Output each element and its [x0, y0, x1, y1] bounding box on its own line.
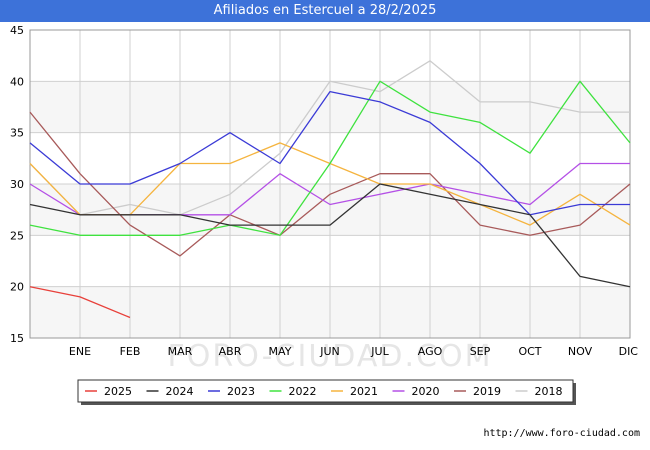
watermark: FORO-CIUDAD.COM — [168, 339, 493, 374]
legend-label-2022: 2022 — [289, 385, 317, 398]
x-tick-label: FEB — [120, 345, 141, 358]
x-tick-label: DIC — [619, 345, 639, 358]
legend-label-2019: 2019 — [473, 385, 501, 398]
x-tick-label: AGO — [418, 345, 443, 358]
y-tick-label: 35 — [10, 127, 24, 140]
legend-label-2025: 2025 — [104, 385, 132, 398]
legend-label-2018: 2018 — [535, 385, 563, 398]
series-line-2025 — [29, 286, 131, 319]
y-tick-label: 25 — [10, 229, 24, 242]
series-line-2024 — [29, 183, 631, 288]
y-tick-label: 45 — [10, 24, 24, 37]
y-tick-label: 20 — [10, 281, 24, 294]
series-line-2022 — [29, 80, 631, 236]
x-tick-label: JUN — [319, 345, 340, 358]
y-tick-label: 40 — [10, 75, 24, 88]
legend-label-2023: 2023 — [227, 385, 255, 398]
y-tick-label: 30 — [10, 178, 24, 191]
x-tick-label: MAR — [168, 345, 193, 358]
x-tick-label: MAY — [269, 345, 292, 358]
series-line-2019 — [29, 111, 631, 257]
legend-label-2021: 2021 — [350, 385, 378, 398]
series-line-2018 — [29, 60, 630, 216]
x-tick-label: SEP — [470, 345, 491, 358]
legend-box — [77, 379, 574, 403]
x-tick-label: JUL — [370, 345, 389, 358]
series-lines — [29, 60, 631, 319]
x-axis-ticks: ENE FEB MAR ABR MAY JUN JUL AGO SEP OCT NOV DIC — [69, 345, 638, 358]
x-tick-label: ENE — [69, 345, 91, 358]
x-tick-label: ABR — [219, 345, 242, 358]
legend-label-2024: 2024 — [166, 385, 194, 398]
chart-title: Afiliados en Estercuel a 28/2/2025 — [0, 0, 650, 22]
legend: 2025 2024 2023 2022 2021 2020 2019 2018 — [77, 379, 576, 405]
y-tick-label: 15 — [10, 332, 24, 345]
source-url[interactable]: http://www.foro-ciudad.com — [483, 428, 640, 439]
x-tick-label: OCT — [518, 345, 541, 358]
x-tick-label: NOV — [568, 345, 593, 358]
legend-label-2020: 2020 — [412, 385, 440, 398]
y-axis-ticks: 15 20 25 30 35 40 45 — [10, 24, 24, 345]
